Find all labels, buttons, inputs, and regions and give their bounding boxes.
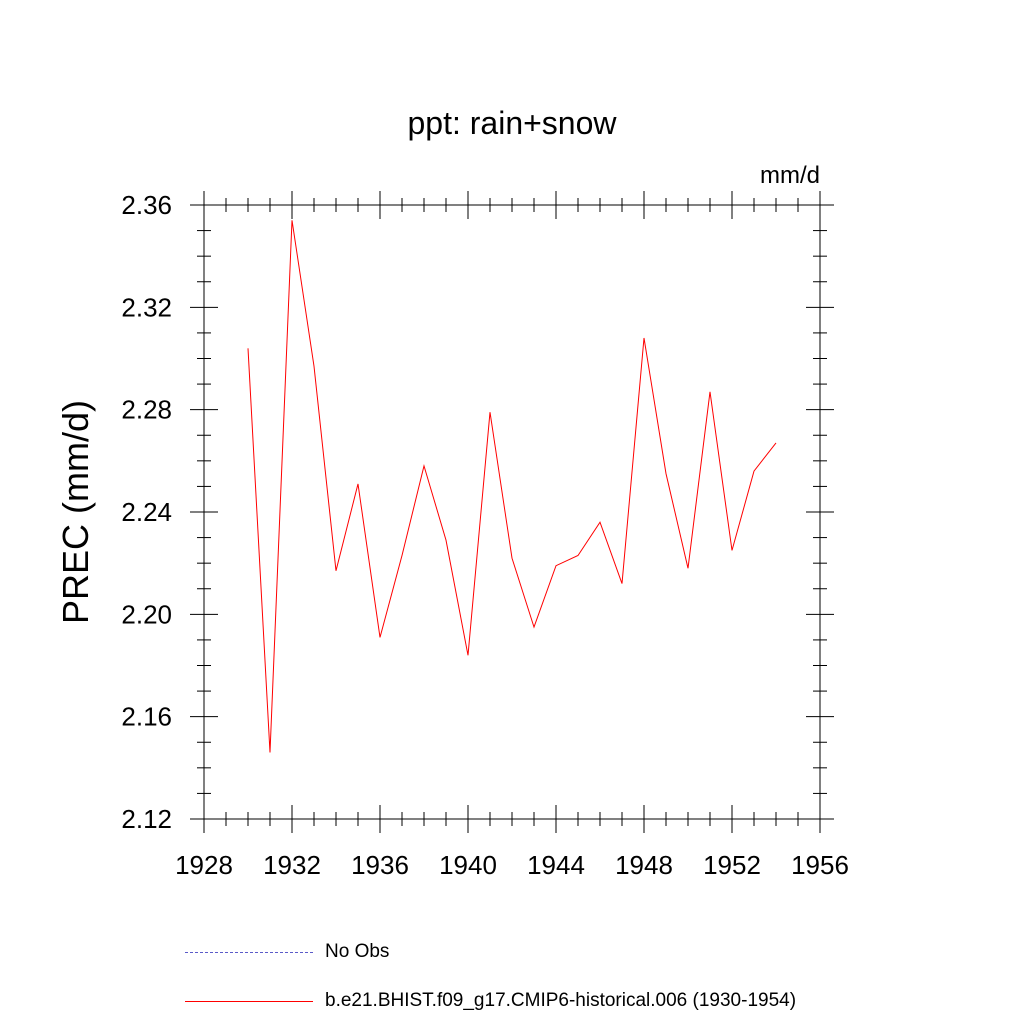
plot-frame	[203, 204, 821, 820]
x-tick-label: 1932	[263, 850, 321, 880]
x-tick-label: 1940	[439, 850, 497, 880]
legend-label-obs: No Obs	[325, 941, 390, 962]
y-tick-label: 2.20	[121, 599, 172, 629]
units-label: mm/d	[760, 162, 820, 189]
x-tick-label: 1928	[175, 850, 233, 880]
y-tick-label: 2.12	[121, 804, 172, 834]
x-tick-label: 1948	[615, 850, 673, 880]
y-tick-label: 2.16	[121, 702, 172, 732]
legend-swatch-dashed	[185, 951, 313, 953]
legend-label-model: b.e21.BHIST.f09_g17.CMIP6-historical.006…	[325, 990, 797, 1011]
chart-title: ppt: rain+snow	[407, 105, 617, 141]
x-tick-label: 1952	[703, 850, 761, 880]
y-tick-label: 2.32	[121, 292, 172, 322]
legend-item-obs: No Obs	[185, 941, 389, 963]
legend-swatch-solid	[185, 1000, 313, 1002]
y-tick-label: 2.36	[121, 190, 172, 220]
x-tick-label: 1956	[791, 850, 849, 880]
y-tick-label: 2.28	[121, 395, 172, 425]
x-tick-label: 1944	[527, 850, 585, 880]
series-line	[247, 220, 777, 753]
legend-item-model: b.e21.BHIST.f09_g17.CMIP6-historical.006…	[185, 990, 796, 1012]
x-tick-label: 1936	[351, 850, 409, 880]
y-tick-label: 2.24	[121, 497, 172, 527]
